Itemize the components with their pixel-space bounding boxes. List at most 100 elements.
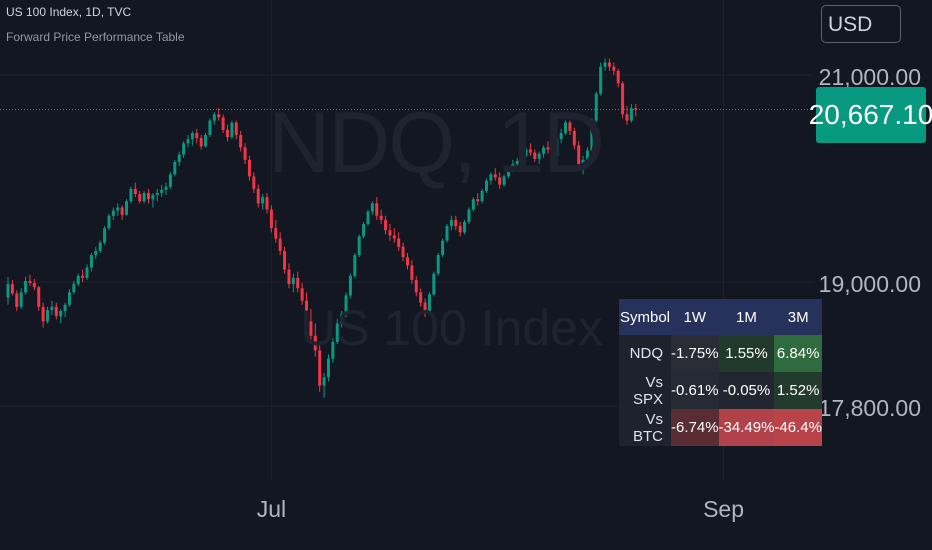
candle-body	[546, 147, 550, 150]
performance-table: Symbol 1W 1M 3M NDQ -1.75% 1.55% 6.84% V…	[619, 299, 822, 446]
cell-value: 6.84%	[774, 335, 822, 372]
candle-body	[502, 176, 506, 185]
candle	[133, 182, 137, 198]
candle-body	[239, 135, 243, 148]
candle	[221, 114, 225, 133]
candle-body	[318, 350, 322, 386]
candle-body	[489, 174, 493, 181]
candle	[432, 271, 436, 297]
candle	[410, 260, 414, 285]
candle-body	[629, 108, 633, 121]
x-tick-label: Jul	[257, 496, 286, 522]
candle	[41, 302, 45, 328]
candle	[384, 215, 388, 235]
candle	[366, 209, 370, 227]
candle	[107, 213, 111, 231]
candle	[520, 153, 524, 166]
candle-body	[19, 292, 23, 307]
table-row: Vs SPX -0.61% -0.05% 1.52%	[619, 372, 822, 409]
candle	[168, 172, 172, 189]
header-cell-1m: 1M	[718, 299, 775, 335]
candle	[6, 276, 10, 305]
candle-body	[454, 219, 458, 227]
candle-body	[458, 226, 462, 233]
cell-value: -1.75%	[671, 335, 719, 372]
candle-body	[498, 177, 502, 185]
candle-body	[296, 277, 300, 289]
candle-body	[208, 120, 212, 136]
candle	[195, 128, 199, 144]
candle-body	[103, 228, 107, 243]
candle-body	[54, 306, 58, 317]
candles-group	[6, 58, 638, 398]
candle-body	[379, 215, 383, 220]
candle	[568, 120, 572, 136]
candle-body	[405, 257, 409, 266]
candle	[621, 81, 625, 119]
candle-body	[125, 201, 129, 215]
candle	[173, 159, 177, 177]
candle	[190, 130, 194, 146]
candle-body	[155, 192, 159, 196]
candle	[204, 132, 208, 148]
candle-body	[445, 226, 449, 241]
candle-body	[252, 176, 256, 189]
candle	[212, 112, 216, 125]
candle	[344, 292, 348, 318]
candle	[577, 141, 581, 169]
table-row: Vs BTC -6.74% -34.49% -46.4%	[619, 409, 822, 446]
candle-body	[168, 174, 172, 187]
candle	[634, 103, 638, 117]
cell-value: -0.61%	[671, 372, 719, 409]
candle-body	[81, 275, 85, 278]
candle	[28, 274, 32, 287]
candle-body	[542, 147, 546, 154]
candle	[454, 215, 458, 231]
header-cell-1w: 1W	[671, 299, 719, 335]
candle	[186, 135, 190, 148]
table-row: NDQ -1.75% 1.55% 6.84%	[619, 335, 822, 372]
candle-body	[37, 287, 41, 307]
candle	[142, 190, 146, 204]
candle	[603, 58, 607, 71]
candle-body	[274, 228, 278, 239]
candle	[480, 188, 484, 204]
cell-value: -0.05%	[718, 372, 775, 409]
candle	[269, 205, 273, 233]
candle	[506, 166, 510, 179]
candle	[375, 197, 379, 220]
y-tick-label: 17,800.00	[819, 395, 921, 421]
candle	[177, 151, 181, 167]
candle-body	[243, 147, 247, 160]
row-symbol: NDQ	[619, 335, 671, 372]
y-tick-label: 21,000.00	[819, 64, 921, 90]
cell-value: -34.49%	[718, 409, 775, 446]
candle-body	[401, 246, 405, 258]
candle-body	[313, 335, 317, 351]
candle-body	[72, 284, 76, 293]
candle	[287, 263, 291, 289]
symbol-title: US 100 Index, 1D, TVC	[6, 5, 132, 19]
candle-body	[287, 269, 291, 285]
candle	[585, 147, 589, 162]
candle-body	[427, 294, 431, 314]
candle	[471, 197, 475, 212]
candle-body	[370, 203, 374, 212]
candle	[63, 302, 67, 318]
candle	[217, 108, 221, 121]
currency-selector[interactable]: USD	[821, 5, 901, 43]
candle	[331, 337, 335, 363]
candle-body	[607, 62, 611, 67]
candle-body	[247, 159, 251, 177]
candle	[445, 224, 449, 243]
candle-body	[585, 150, 589, 160]
candle-body	[397, 238, 401, 247]
chart-header: US 100 Index, 1D, TVC Forward Price Perf…	[6, 4, 185, 45]
candle	[362, 221, 366, 239]
candle-body	[471, 199, 475, 210]
candle	[89, 253, 93, 272]
candle-body	[309, 321, 313, 336]
candle-body	[537, 153, 541, 159]
candle	[24, 276, 28, 295]
